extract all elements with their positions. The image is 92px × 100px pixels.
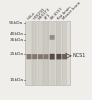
Text: 35kDa: 35kDa xyxy=(9,38,23,42)
Text: Mouse brain: Mouse brain xyxy=(62,1,82,20)
Text: HeLa: HeLa xyxy=(26,11,36,20)
FancyBboxPatch shape xyxy=(43,54,48,59)
FancyBboxPatch shape xyxy=(32,54,37,59)
Bar xyxy=(56,21,61,85)
Text: NIH/3T3: NIH/3T3 xyxy=(38,7,52,20)
Text: 55kDa: 55kDa xyxy=(9,21,23,25)
Text: 25kDa: 25kDa xyxy=(9,52,23,56)
Text: Rat brain: Rat brain xyxy=(56,5,72,20)
FancyBboxPatch shape xyxy=(62,54,67,59)
Text: NCS1: NCS1 xyxy=(72,53,85,58)
FancyBboxPatch shape xyxy=(56,54,61,59)
Bar xyxy=(38,21,43,85)
Text: 40kDa: 40kDa xyxy=(9,32,23,36)
Bar xyxy=(50,21,55,85)
Bar xyxy=(26,21,32,85)
FancyBboxPatch shape xyxy=(50,54,55,60)
Bar xyxy=(25,21,70,85)
Text: SH-SY5Y: SH-SY5Y xyxy=(50,6,64,20)
Bar xyxy=(43,21,48,85)
Text: 15kDa: 15kDa xyxy=(9,78,23,82)
Bar xyxy=(62,21,67,85)
FancyBboxPatch shape xyxy=(26,54,31,59)
FancyBboxPatch shape xyxy=(50,35,55,40)
Text: HEK293: HEK293 xyxy=(32,7,46,20)
Text: 3T3: 3T3 xyxy=(43,12,52,20)
FancyBboxPatch shape xyxy=(38,54,43,59)
Bar xyxy=(32,21,37,85)
